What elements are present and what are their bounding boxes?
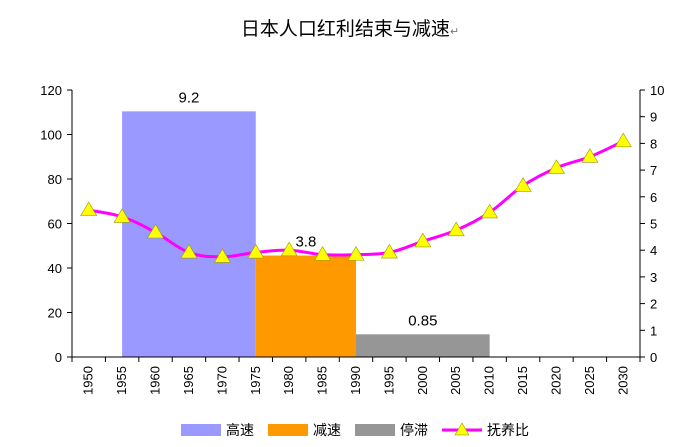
- x-tick-label: 2015: [515, 366, 530, 395]
- legend-swatch-1: [268, 424, 308, 436]
- series-point-2: [147, 223, 165, 239]
- x-tick-label: 2025: [582, 366, 597, 395]
- right-tick-label: 0: [650, 350, 657, 365]
- series-point-1: [113, 208, 131, 223]
- x-tick-label: 1955: [114, 366, 129, 395]
- x-tick-label: 1965: [181, 366, 196, 395]
- series-point-10: [414, 232, 432, 248]
- series-point-6: [280, 241, 298, 257]
- right-tick-label: 6: [650, 190, 657, 205]
- left-tick-label: 120: [40, 83, 62, 98]
- series-point-12: [481, 203, 499, 219]
- series-point-8: [347, 246, 365, 261]
- right-tick-label: 4: [650, 243, 657, 258]
- x-tick-label: 1985: [315, 366, 330, 395]
- x-tick-label: 2005: [448, 366, 463, 395]
- right-tick-label: 7: [650, 163, 657, 178]
- legend-label-series: 抚养比: [487, 423, 529, 439]
- series-point-9: [380, 243, 398, 259]
- x-tick-label: 1975: [248, 366, 263, 395]
- right-tick-label: 9: [650, 110, 657, 125]
- x-tick-label: 2030: [615, 366, 630, 395]
- series-point-14: [547, 159, 565, 174]
- right-tick-label: 5: [650, 217, 657, 232]
- left-tick-label: 80: [48, 172, 62, 187]
- series-point-11: [447, 221, 465, 237]
- left-tick-label: 40: [48, 261, 62, 276]
- x-tick-label: 1995: [381, 366, 396, 395]
- series-point-7: [314, 246, 332, 261]
- left-tick-label: 100: [40, 128, 62, 143]
- series-point-3: [180, 243, 198, 259]
- bar-label-1: 3.8: [295, 234, 316, 251]
- bar-label-0: 9.2: [179, 89, 200, 106]
- legend-triangle-icon: [454, 422, 470, 436]
- x-tick-label: 1970: [214, 366, 229, 395]
- x-tick-label: 2010: [482, 366, 497, 395]
- bars-layer: [122, 111, 490, 357]
- right-tick-label: 3: [650, 270, 657, 285]
- bar-label-2: 0.85: [408, 312, 437, 329]
- series-point-5: [247, 243, 265, 259]
- chart-title: 日本人口红利结束与减速↵: [241, 18, 459, 40]
- legend-swatch-2: [355, 424, 395, 436]
- legend: 高速 减速 停滞 抚养比: [181, 422, 529, 439]
- series-point-0: [80, 201, 98, 217]
- legend-swatch-0: [181, 424, 221, 436]
- x-tick-label: 2020: [548, 366, 563, 395]
- x-tick-label: 1960: [148, 366, 163, 395]
- x-tick-label: 1990: [348, 366, 363, 395]
- right-tick-label: 2: [650, 297, 657, 312]
- series-point-4: [213, 248, 231, 263]
- right-tick-label: 1: [650, 323, 657, 338]
- right-tick-label: 10: [650, 83, 664, 98]
- bar-1: [255, 255, 356, 357]
- x-tick-label: 1950: [81, 366, 96, 395]
- return-mark-icon: ↵: [450, 25, 459, 38]
- legend-label-0: 高速: [226, 422, 254, 439]
- series-point-16: [614, 132, 632, 148]
- bar-0: [122, 111, 256, 357]
- x-tick-label: 2000: [415, 366, 430, 395]
- axes-layer: 0 20 40 60 80 100 120 0 1 2 3 4 5 6 7 8 9 10 1950 1955 1960 1…: [40, 83, 664, 395]
- series-point-13: [514, 177, 532, 192]
- series-point-15: [581, 148, 599, 163]
- right-tick-label: 8: [650, 136, 657, 151]
- x-tick-label: 1980: [281, 366, 296, 395]
- bar-2: [356, 334, 490, 357]
- left-tick-label: 60: [48, 217, 62, 232]
- left-tick-label: 0: [55, 350, 62, 365]
- dependency-ratio-line-layer: [80, 132, 632, 263]
- legend-label-2: 停滞: [400, 422, 428, 439]
- data-labels-layer: 9.2 3.8 0.85: [179, 89, 438, 329]
- left-tick-label: 20: [48, 306, 62, 321]
- legend-label-1: 减速: [313, 423, 341, 439]
